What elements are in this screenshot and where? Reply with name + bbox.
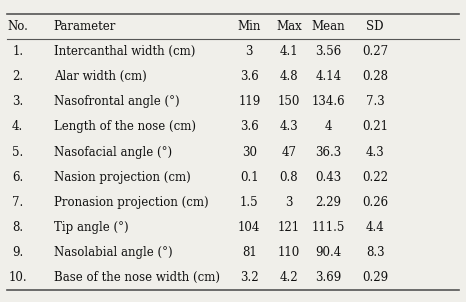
Text: 8.: 8. — [12, 221, 23, 234]
Text: 10.: 10. — [8, 271, 27, 284]
Text: 4.: 4. — [12, 120, 23, 133]
Text: 0.26: 0.26 — [362, 196, 388, 209]
Text: 90.4: 90.4 — [315, 246, 342, 259]
Text: 0.43: 0.43 — [315, 171, 342, 184]
Text: 111.5: 111.5 — [312, 221, 345, 234]
Text: Parameter: Parameter — [54, 20, 116, 33]
Text: 2.: 2. — [12, 70, 23, 83]
Text: Mean: Mean — [312, 20, 345, 33]
Text: 3: 3 — [246, 45, 253, 58]
Text: No.: No. — [7, 20, 28, 33]
Text: 110: 110 — [278, 246, 300, 259]
Text: Intercanthal width (cm): Intercanthal width (cm) — [54, 45, 195, 58]
Text: Tip angle (°): Tip angle (°) — [54, 221, 128, 234]
Text: 4.4: 4.4 — [366, 221, 384, 234]
Text: 3.69: 3.69 — [315, 271, 342, 284]
Text: 4.1: 4.1 — [280, 45, 298, 58]
Text: 0.8: 0.8 — [280, 171, 298, 184]
Text: 5.: 5. — [12, 146, 23, 159]
Text: 4: 4 — [325, 120, 332, 133]
Text: 4.8: 4.8 — [280, 70, 298, 83]
Text: SD: SD — [366, 20, 384, 33]
Text: 36.3: 36.3 — [315, 146, 342, 159]
Text: 3.6: 3.6 — [240, 70, 259, 83]
Text: 104: 104 — [238, 221, 260, 234]
Text: 3.2: 3.2 — [240, 271, 259, 284]
Text: 0.27: 0.27 — [362, 45, 388, 58]
Text: 7.3: 7.3 — [366, 95, 384, 108]
Text: 4.3: 4.3 — [280, 120, 298, 133]
Text: 4.14: 4.14 — [315, 70, 342, 83]
Text: 0.21: 0.21 — [362, 120, 388, 133]
Text: 4.3: 4.3 — [366, 146, 384, 159]
Text: 47: 47 — [281, 146, 296, 159]
Text: 6.: 6. — [12, 171, 23, 184]
Text: Base of the nose width (cm): Base of the nose width (cm) — [54, 271, 219, 284]
Text: 3.56: 3.56 — [315, 45, 342, 58]
Text: 150: 150 — [278, 95, 300, 108]
Text: 3.: 3. — [12, 95, 23, 108]
Text: 30: 30 — [242, 146, 257, 159]
Text: 0.28: 0.28 — [362, 70, 388, 83]
Text: 2.29: 2.29 — [315, 196, 342, 209]
Text: 3.6: 3.6 — [240, 120, 259, 133]
Text: Alar width (cm): Alar width (cm) — [54, 70, 146, 83]
Text: Nasion projection (cm): Nasion projection (cm) — [54, 171, 190, 184]
Text: Max: Max — [276, 20, 302, 33]
Text: Nasofacial angle (°): Nasofacial angle (°) — [54, 146, 171, 159]
Text: 8.3: 8.3 — [366, 246, 384, 259]
Text: 81: 81 — [242, 246, 257, 259]
Text: 9.: 9. — [12, 246, 23, 259]
Text: 121: 121 — [278, 221, 300, 234]
Text: 119: 119 — [238, 95, 260, 108]
Text: Length of the nose (cm): Length of the nose (cm) — [54, 120, 196, 133]
Text: 1.: 1. — [12, 45, 23, 58]
Text: 0.22: 0.22 — [362, 171, 388, 184]
Text: Min: Min — [238, 20, 261, 33]
Text: 134.6: 134.6 — [312, 95, 345, 108]
Text: 0.29: 0.29 — [362, 271, 388, 284]
Text: Nasolabial angle (°): Nasolabial angle (°) — [54, 246, 172, 259]
Text: 7.: 7. — [12, 196, 23, 209]
Text: 1.5: 1.5 — [240, 196, 259, 209]
Text: 3: 3 — [285, 196, 293, 209]
Text: 0.1: 0.1 — [240, 171, 259, 184]
Text: 4.2: 4.2 — [280, 271, 298, 284]
Text: Pronasion projection (cm): Pronasion projection (cm) — [54, 196, 208, 209]
Text: Nasofrontal angle (°): Nasofrontal angle (°) — [54, 95, 179, 108]
